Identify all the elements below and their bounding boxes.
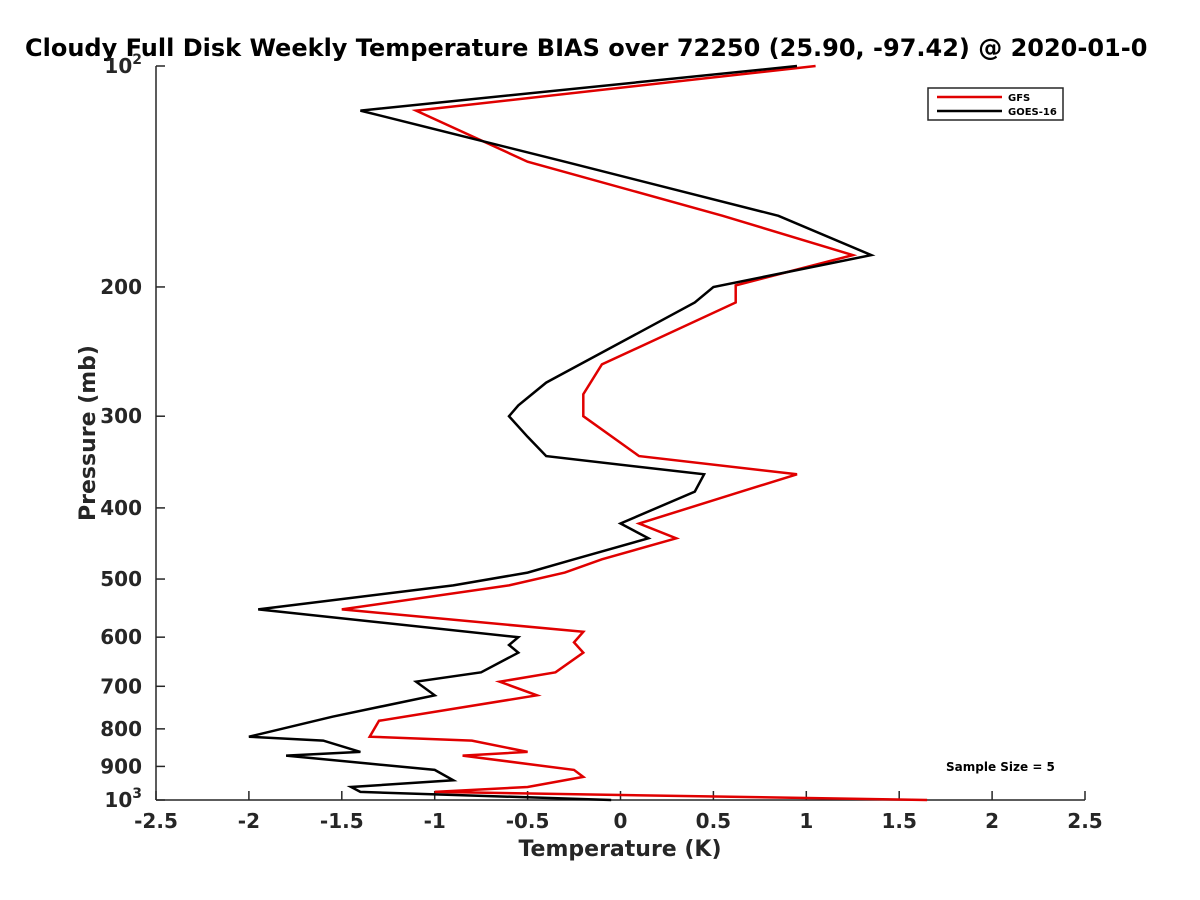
legend-label-goes16: GOES-16 [1008, 107, 1057, 118]
x-tick-label: 2 [985, 809, 999, 833]
series-line-goes16 [248, 64, 876, 802]
x-tick-label: -0.5 [506, 809, 550, 833]
y-tick-label: 700 [100, 674, 142, 698]
axes [155, 65, 1086, 801]
y-tick-exponent: 3 [132, 786, 142, 802]
legend-box [927, 87, 1064, 121]
y-tick-exponent: 2 [132, 52, 142, 68]
y-tick-label: 500 [100, 567, 142, 591]
x-tick-label: 1 [799, 809, 813, 833]
y-tick-label: 200 [100, 275, 142, 299]
y-tick-label: 300 [100, 404, 142, 428]
x-tick-label: -1.5 [320, 809, 364, 833]
y-tick-label: 103 [104, 786, 142, 812]
x-tick-label: 0 [614, 809, 628, 833]
x-tick-label: -2 [238, 809, 260, 833]
x-tick-label: -1 [424, 809, 446, 833]
x-tick-label: 1.5 [881, 809, 916, 833]
legend-label-gfs: GFS [1008, 93, 1030, 104]
y-tick-label: 400 [100, 496, 142, 520]
legend: GFS GOES-16 [927, 87, 1064, 121]
y-tick-label: 900 [100, 754, 142, 778]
y-axis-label: Pressure (mb) [76, 345, 101, 521]
x-axis-label: Temperature (K) [518, 837, 721, 862]
y-tick-label: 102 [104, 52, 142, 78]
x-tick-label: -2.5 [134, 809, 178, 833]
series-line-gfs [341, 64, 928, 802]
chart-title: Cloudy Full Disk Weekly Temperature BIAS… [25, 34, 1147, 62]
sample-size-annotation: Sample Size = 5 [946, 760, 1055, 774]
y-tick-base: 10 [104, 54, 132, 78]
x-tick-label: 0.5 [696, 809, 731, 833]
x-tick-label: 2.5 [1067, 809, 1102, 833]
tick-labels: -2.5 -2 -1.5 -1 -0.5 0 0.5 1 1.5 2 2.5102200300400… [100, 52, 1102, 833]
y-tick-base: 10 [104, 788, 132, 812]
series-lines [248, 64, 928, 802]
y-tick-label: 600 [100, 625, 142, 649]
y-tick-label: 800 [100, 717, 142, 741]
